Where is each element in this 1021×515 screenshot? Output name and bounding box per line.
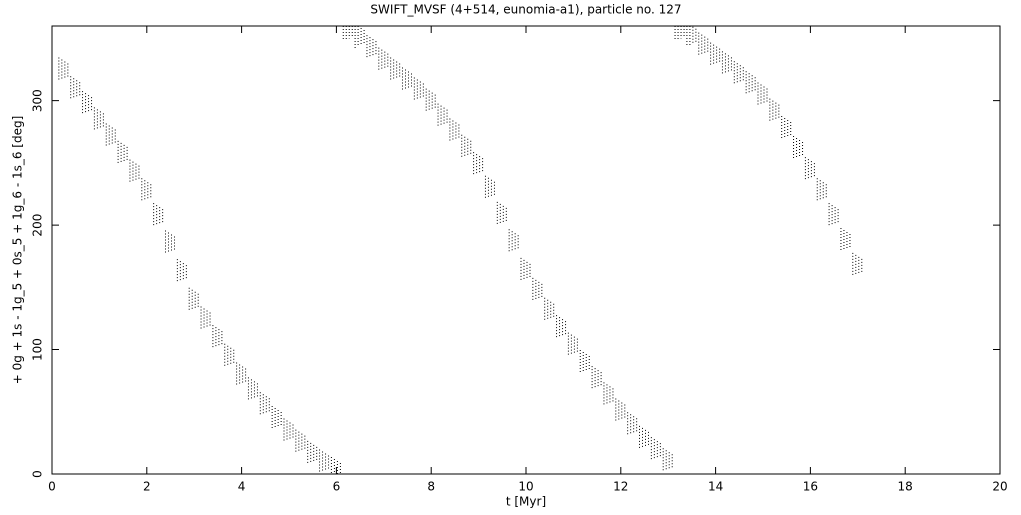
point [129,159,140,184]
point [461,134,472,159]
point [342,26,353,41]
point [271,406,282,430]
x-tick-label: 16 [803,480,818,494]
point [259,392,270,417]
point [556,315,567,340]
point [840,228,851,253]
point [804,157,815,182]
point [402,67,412,92]
x-axis-label: t [Myr] [506,495,546,509]
y-tick-label: 0 [31,470,45,478]
point [828,203,839,228]
point [650,437,661,462]
x-tick-label: 10 [518,480,533,494]
point [627,412,638,437]
point [496,201,507,226]
plot-frame [51,25,1001,475]
point [710,42,721,67]
point [153,203,164,228]
point [745,71,756,96]
point [93,107,104,132]
point [224,343,235,368]
point [449,118,460,143]
point [721,51,732,76]
point [520,257,531,282]
point [307,440,318,465]
point [70,76,81,101]
point [733,61,744,86]
point [212,325,223,350]
point [176,259,187,284]
point [283,418,294,443]
point [58,57,69,82]
point [82,91,93,116]
point [473,152,484,177]
x-tick-label: 14 [708,480,723,494]
point [662,448,673,473]
point [544,297,555,322]
point [378,47,389,72]
point [508,229,519,254]
point [615,398,626,423]
point [579,350,590,374]
point [236,362,247,387]
point [639,425,649,450]
point [366,35,377,60]
point [757,82,768,107]
point [484,175,495,200]
point [319,449,330,474]
x-tick-label: 18 [898,480,913,494]
point [390,57,401,82]
point [532,277,543,302]
point [698,32,709,57]
x-tick-label: 12 [613,480,628,494]
x-tick-label: 6 [333,480,341,494]
point [165,230,175,255]
x-tick-label: 2 [143,480,151,494]
point [852,252,863,277]
point [769,98,780,123]
point [567,332,578,357]
point [295,429,306,454]
point [247,377,258,402]
point [816,178,827,203]
point [591,366,602,391]
point [781,116,792,141]
y-tick-label: 200 [31,214,45,237]
y-axis-label: + 0g + 1s - 1g_5 + 0s_5 + 1g_6 - 1s_6 [d… [11,116,25,385]
point [674,26,685,41]
y-tick-label: 100 [31,338,45,361]
x-tick-label: 4 [238,480,246,494]
x-tick-label: 8 [427,480,435,494]
point [105,123,116,148]
point [117,140,128,165]
point [188,287,199,312]
point [354,26,365,48]
point [425,88,436,113]
point [200,306,211,331]
point [793,135,804,160]
point [413,77,424,102]
x-tick-label: 0 [48,480,56,494]
x-tick-label: 20 [992,480,1007,494]
point [603,382,614,407]
point [686,26,697,47]
point [141,178,152,203]
chart-title: SWIFT_MVSF (4+514, eunomia-a1), particle… [370,3,681,17]
point [437,103,448,128]
y-tick-label: 300 [31,89,45,112]
